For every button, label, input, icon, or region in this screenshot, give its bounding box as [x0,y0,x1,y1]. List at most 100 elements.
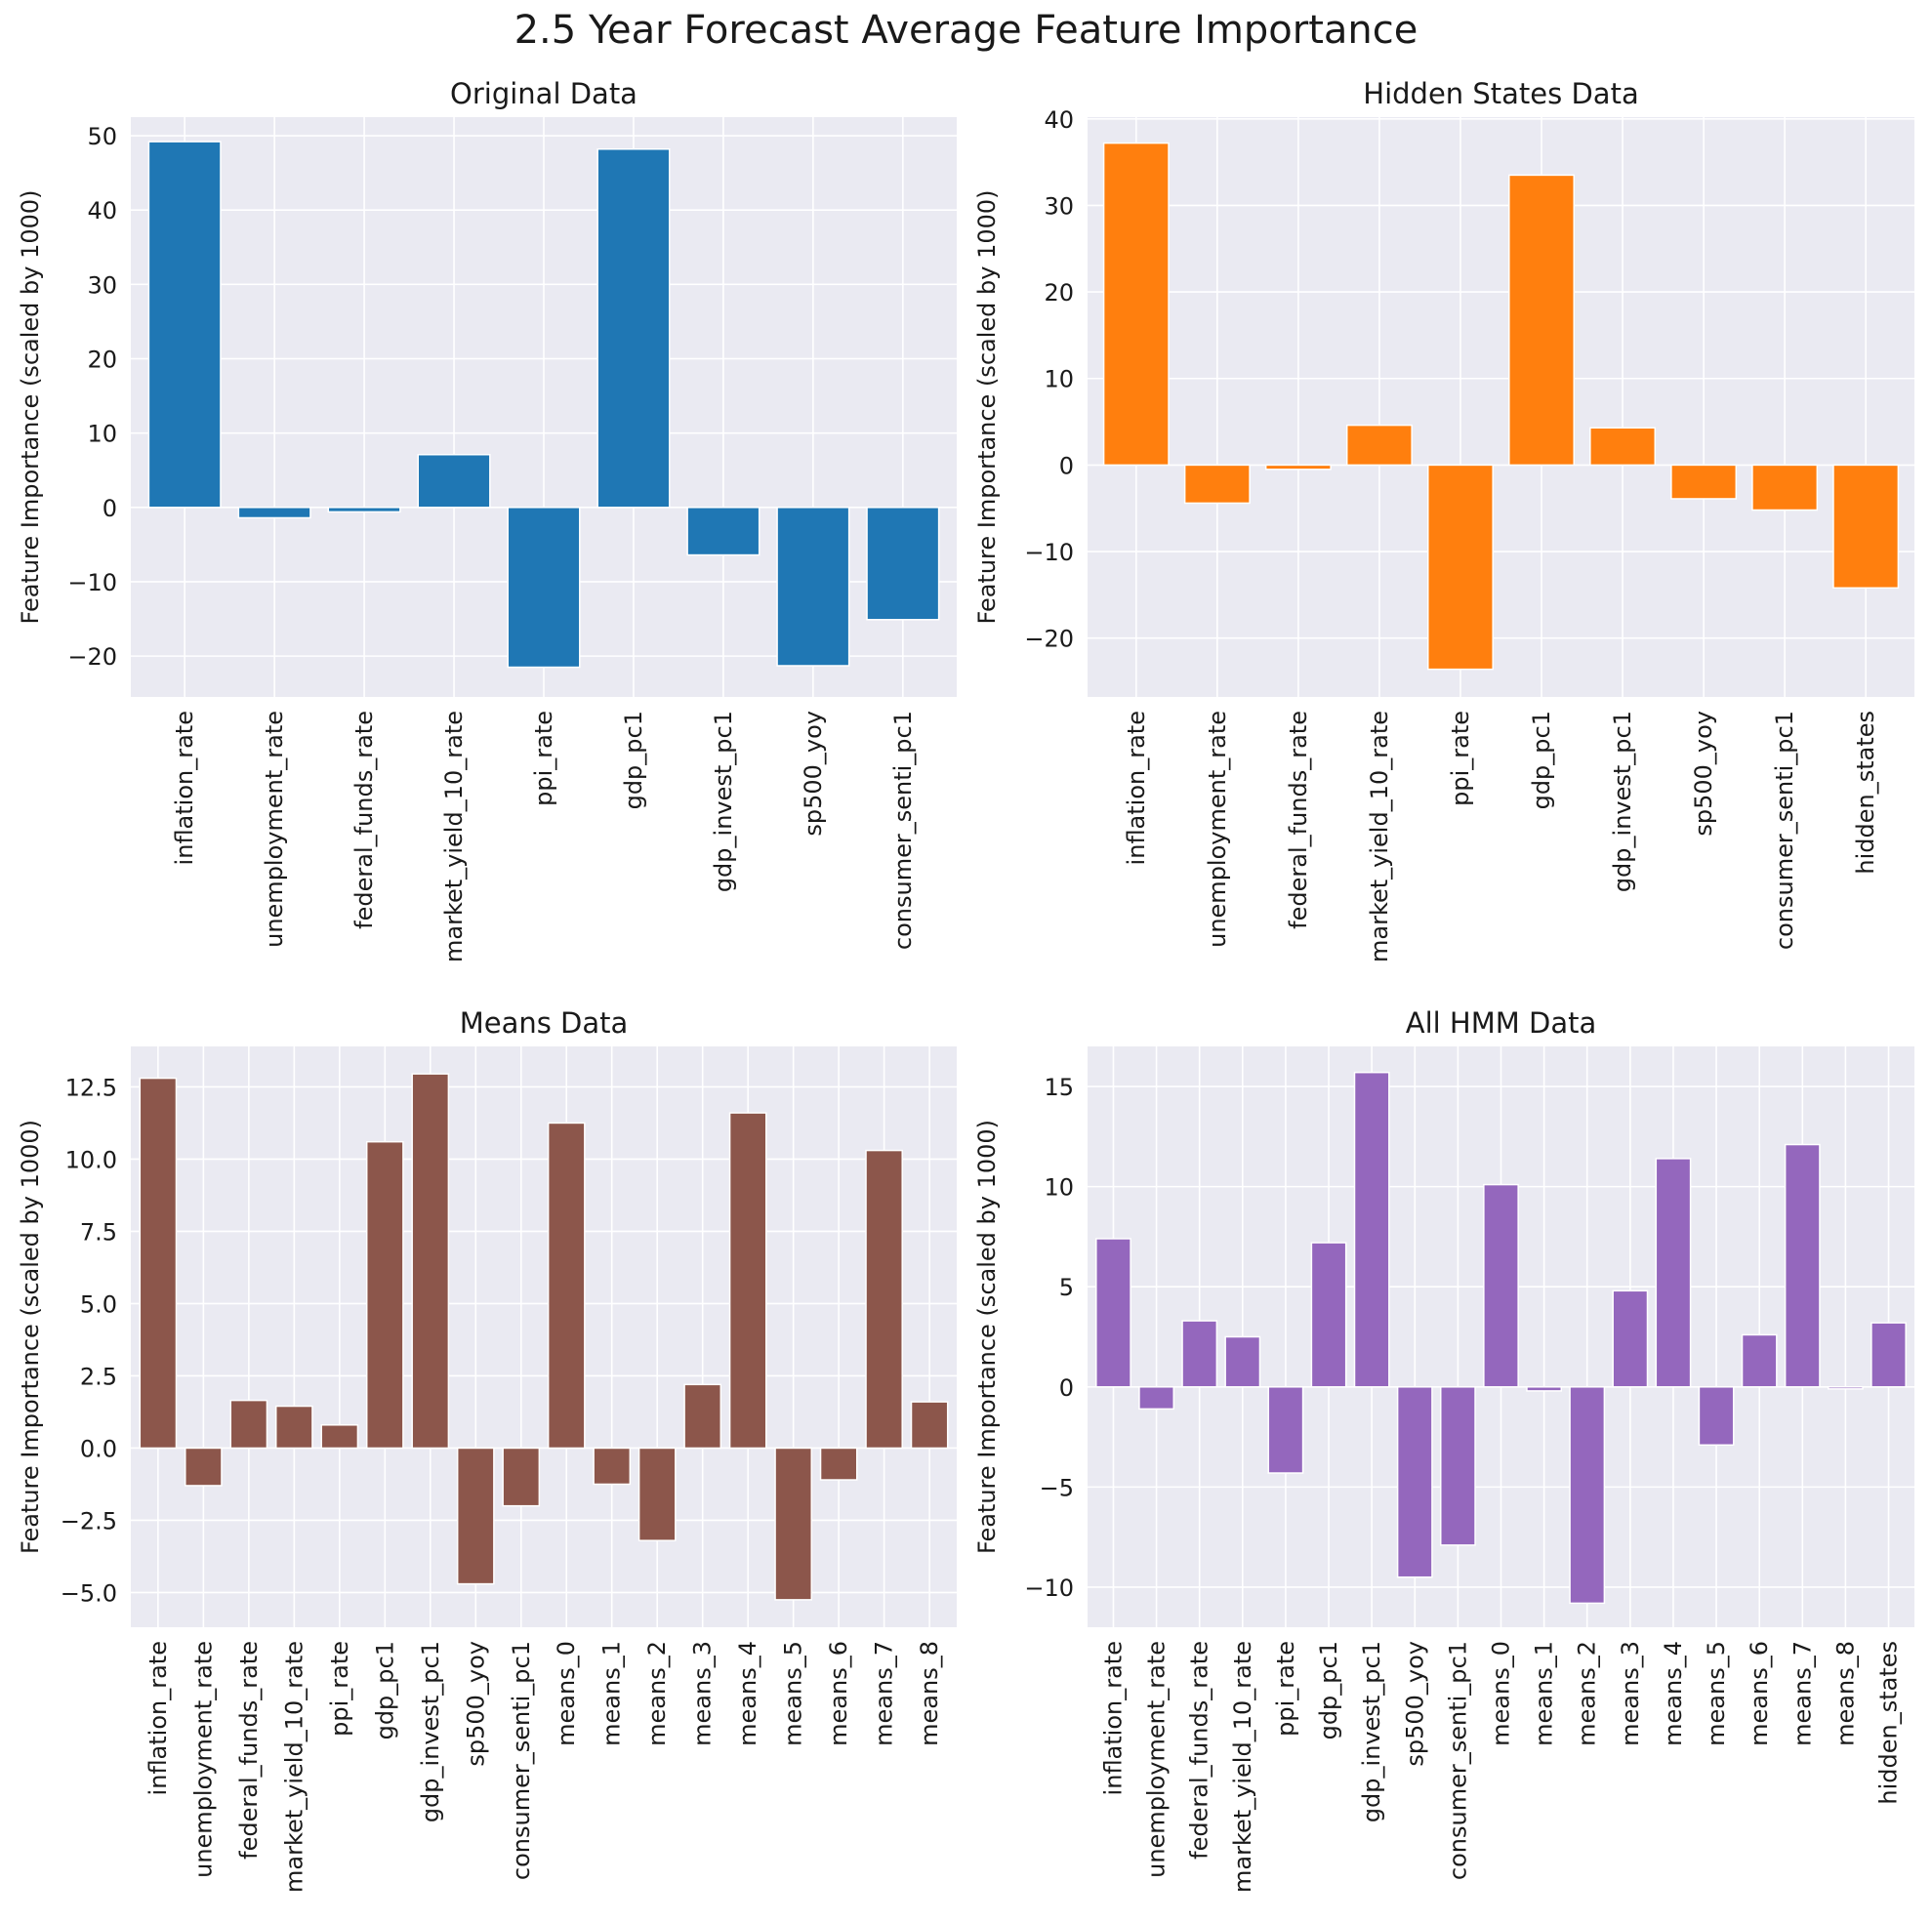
y-tick-label: −10 [67,569,117,596]
bar-sp500_yoy [1670,464,1738,500]
y-tick-label: −5.0 [61,1579,117,1607]
y-tick-label: −10 [1024,1575,1074,1602]
x-tick-label: gdp_pc1 [1528,711,1555,809]
bar-means_8 [1828,1386,1864,1390]
x-tick-label: means_5 [1703,1641,1730,1746]
x-tick-label: market_yield_10_rate [440,711,468,962]
x-tick-label: means_2 [643,1641,671,1746]
y-tick-label: 7.5 [80,1218,117,1246]
x-tick-label: ppi_rate [1272,1641,1299,1737]
bar-means_6 [819,1447,858,1481]
x-tick-label: means_3 [1617,1641,1644,1746]
bar-sp500_yoy [1396,1386,1433,1578]
bar-federal_funds_rate [327,507,401,513]
bar-consumer_senti_pc1 [866,507,940,621]
bar-federal_funds_rate [1181,1320,1218,1388]
bar-gdp_pc1 [596,147,671,509]
x-tick-label: means_8 [1831,1641,1859,1746]
bar-hidden_states [1870,1322,1907,1388]
bar-inflation_rate [1095,1238,1131,1388]
x-tick-label: means_7 [871,1641,898,1746]
bar-ppi_rate [320,1424,359,1450]
x-tick-label: unemployment_rate [261,711,288,948]
x-tick-label: federal_funds_rate [1285,711,1312,929]
y-tick-label: 10 [1044,1174,1074,1202]
bar-unemployment_rate [237,507,311,519]
y-tick-label: 10.0 [65,1146,117,1173]
x-tick-label: means_1 [1531,1641,1558,1746]
y-tick-label: 0 [1059,1374,1074,1402]
x-tick-label: gdp_invest_pc1 [710,711,737,892]
bar-ppi_rate [1267,1386,1304,1474]
bar-ppi_rate [507,507,581,669]
bar-unemployment_rate [185,1447,223,1487]
x-tick-label: consumer_senti_pc1 [508,1641,535,1880]
bar-means_2 [1569,1386,1606,1605]
x-tick-label: inflation_rate [1123,711,1150,865]
x-tick-label: gdp_pc1 [371,1641,398,1739]
chart-all-hmm-data: −10 −5 0 5 10 15 inflation_rate unemployment_ra… [973,1006,1914,1893]
bar-consumer_senti_pc1 [502,1447,541,1507]
chart-means-data: −5.0 −2.5 0.0 2.5 5.0 7.5 10.0 12.5 inflation_ra… [17,1006,957,1893]
bar-means_6 [1741,1333,1778,1388]
x-tick-label: sp500_yoy [1401,1641,1428,1767]
bar-inflation_rate [1102,142,1170,467]
bar-gdp_pc1 [365,1140,404,1450]
x-tick-label: hidden_states [1852,711,1879,875]
chart-title: Means Data [460,1006,629,1040]
x-tick-label: means_3 [689,1641,717,1746]
x-tick-label: gdp_pc1 [620,711,647,809]
x-tick-label: market_yield_10_rate [1229,1641,1256,1893]
x-tick-label: ppi_rate [326,1641,353,1737]
y-tick-label: 12.5 [65,1074,117,1101]
bar-market_yield_10_rate [1345,424,1413,467]
chart-original-data: −20 −10 0 10 20 30 40 50 inflation_rate unemploym… [17,77,957,962]
y-tick-label: 15 [1044,1074,1074,1101]
x-tick-label: means_6 [1746,1641,1773,1746]
x-tick-label: means_4 [1660,1641,1687,1746]
bar-means_3 [1612,1289,1649,1388]
y-tick-label: 20 [1044,279,1074,307]
x-tick-label: consumer_senti_pc1 [1444,1641,1471,1880]
y-tick-label: 0 [1059,452,1074,479]
x-tick-label: means_8 [916,1641,943,1746]
x-tick-label: unemployment_rate [1204,711,1231,948]
bar-gdp_invest_pc1 [1589,427,1657,467]
y-tick-label: 30 [1044,192,1074,220]
y-tick-label: 50 [87,123,117,150]
bar-means_2 [637,1447,677,1541]
bar-means_0 [547,1122,586,1450]
x-tick-label: unemployment_rate [189,1641,217,1878]
y-tick-label: 0.0 [80,1435,117,1462]
x-tick-label: federal_funds_rate [350,711,378,929]
x-tick-label: inflation_rate [1099,1641,1127,1795]
x-tick-label: means_5 [780,1641,807,1746]
x-tick-label: consumer_senti_pc1 [1771,711,1798,950]
bar-consumer_senti_pc1 [1439,1386,1476,1546]
y-tick-label: 30 [87,271,117,299]
bar-means_4 [1655,1158,1692,1388]
plot-area [131,1046,957,1627]
y-tick-label: 40 [87,197,117,225]
bar-unemployment_rate [1138,1386,1174,1411]
bar-sp500_yoy [776,507,850,667]
bar-means_5 [774,1447,813,1601]
y-tick-label: −20 [1024,626,1074,653]
x-tick-label: gdp_invest_pc1 [1358,1641,1385,1822]
x-tick-label: consumer_senti_pc1 [889,711,917,950]
chart-title: Original Data [450,77,637,110]
x-tick-label: ppi_rate [1447,711,1474,806]
y-axis-label: Feature Importance (scaled by 1000) [973,1120,1001,1554]
x-tick-label: inflation_rate [171,711,198,865]
bar-means_1 [1526,1386,1563,1392]
x-tick-label: federal_funds_rate [235,1641,263,1860]
bar-means_3 [683,1383,722,1450]
x-tick-label: gdp_pc1 [1315,1641,1342,1739]
y-tick-label: −5 [1040,1474,1074,1501]
x-tick-label: gdp_invest_pc1 [417,1641,444,1822]
bar-gdp_invest_pc1 [1353,1071,1390,1388]
y-axis-label: Feature Importance (scaled by 1000) [973,189,1001,624]
y-tick-label: 10 [87,421,117,448]
bar-ppi_rate [1427,464,1494,671]
